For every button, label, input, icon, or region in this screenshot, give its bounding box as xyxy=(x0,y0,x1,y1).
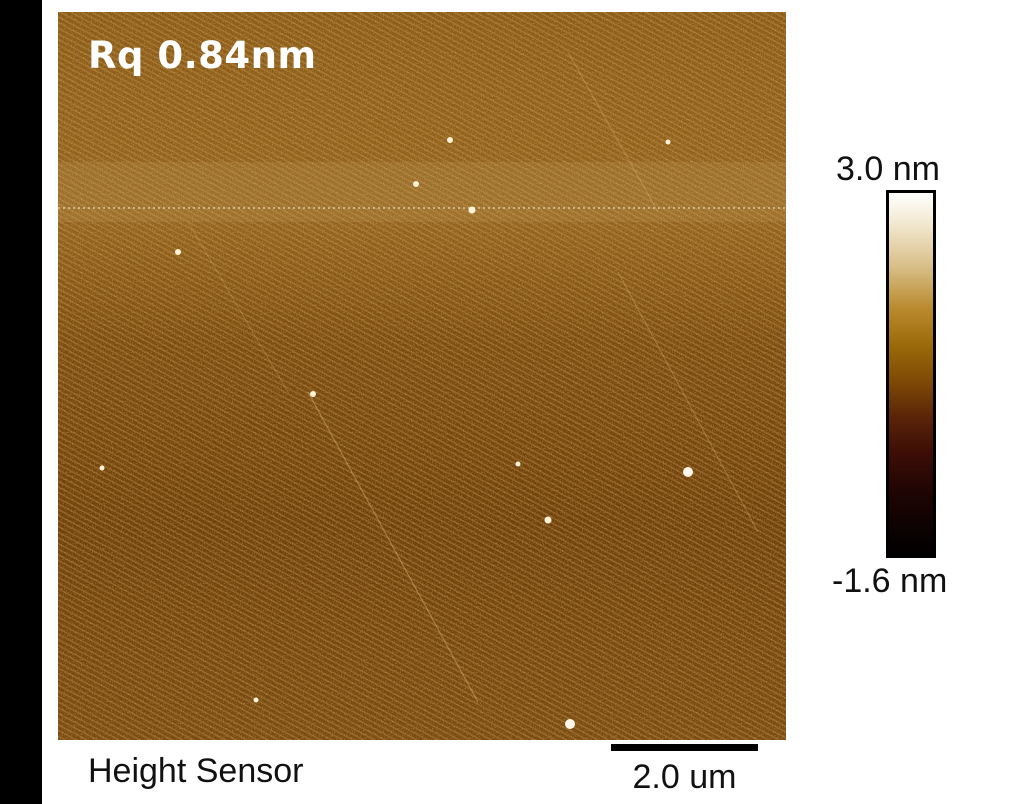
particle xyxy=(683,467,693,477)
particle xyxy=(175,249,181,255)
afm-height-image xyxy=(58,12,786,740)
image-caption: Height Sensor xyxy=(88,752,304,790)
particle xyxy=(565,719,575,729)
scale-bar xyxy=(611,744,758,751)
roughness-label: Rq 0.84nm xyxy=(88,34,317,77)
particle xyxy=(253,697,259,703)
particle xyxy=(544,516,552,524)
particle xyxy=(665,139,671,145)
colorbar-max-label: 3.0 nm xyxy=(836,150,940,188)
particle xyxy=(310,391,316,397)
height-colorbar xyxy=(886,190,936,558)
particle xyxy=(468,206,476,214)
particle xyxy=(447,137,453,143)
scale-bar-label: 2.0 um xyxy=(632,758,737,796)
particle xyxy=(515,461,521,467)
left-black-strip xyxy=(0,0,42,804)
colorbar-min-label: -1.6 nm xyxy=(832,562,948,600)
particle xyxy=(99,465,105,471)
afm-surface-texture xyxy=(58,12,786,740)
particle xyxy=(413,181,419,187)
